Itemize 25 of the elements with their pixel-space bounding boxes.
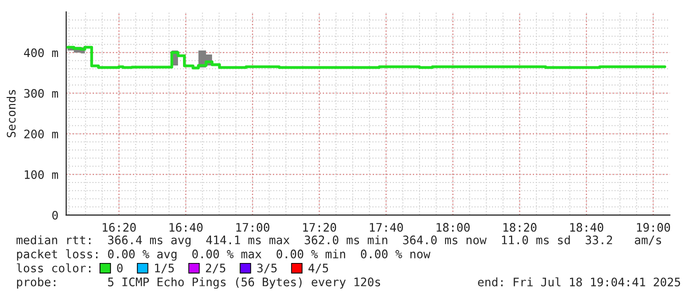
y-tick-label: 200 m xyxy=(24,130,58,138)
y-tick-label: 300 m xyxy=(24,88,58,98)
y-tick-label: 400 m xyxy=(24,48,58,58)
y-tick-label: 0 xyxy=(52,210,58,220)
y-tick-label: 100 m xyxy=(24,170,58,180)
legend-label: 4/5 xyxy=(308,264,328,274)
x-tick-label: 17:00 xyxy=(236,222,270,232)
x-tick-label: 16:40 xyxy=(170,222,203,232)
x-tick-label: 17:20 xyxy=(303,222,336,232)
x-tick-label: 16:20 xyxy=(102,222,136,232)
x-tick-label: 17:40 xyxy=(370,222,403,232)
x-tick-label: 18:20 xyxy=(503,222,536,232)
y-axis-title: Seconds xyxy=(6,90,16,138)
text: end: Fri Jul 18 19:04:41 2025 xyxy=(478,277,680,286)
legend-label: 3/5 xyxy=(257,264,277,274)
x-tick-label: 18:00 xyxy=(436,222,470,232)
legend-label: 2/5 xyxy=(206,264,226,274)
text: median rtt: 366.4 ms avg 414.1 ms max 362.0 ms min 364.0 ms now 11.0 ms sd 33.2 am/s xyxy=(16,235,662,247)
legend-label: 0 xyxy=(117,264,123,272)
text: probe: 5 ICMP Echo Pings (56 Bytes) every 120s xyxy=(17,277,380,289)
legend-label: 1/5 xyxy=(155,264,174,274)
text: packet loss: 0.00 % avg 0.00 % max 0.00 % min 0.00 % now xyxy=(17,249,430,261)
x-tick-label: 18:40 xyxy=(570,222,604,232)
x-tick-label: 19:00 xyxy=(637,222,670,232)
legend-title: loss color: xyxy=(16,263,90,272)
